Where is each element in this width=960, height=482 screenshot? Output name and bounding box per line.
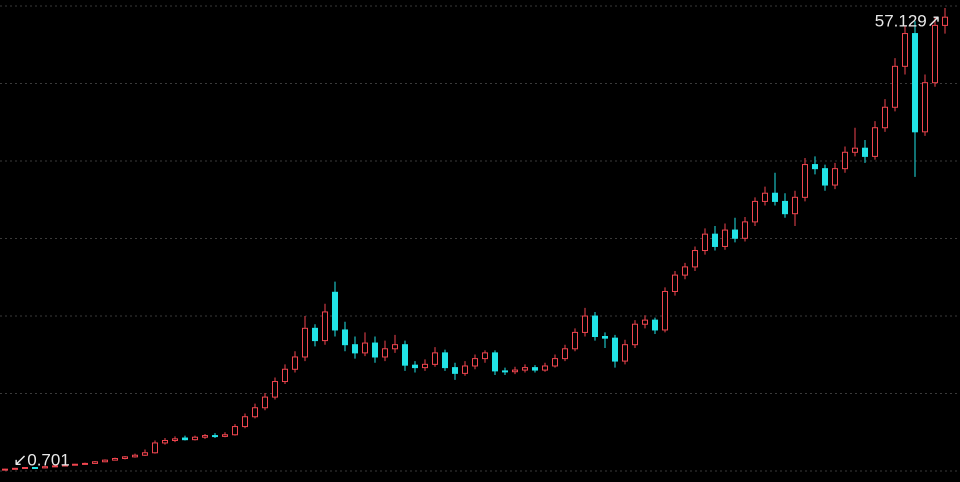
candle-body xyxy=(192,436,198,441)
candle-body xyxy=(52,465,58,468)
candle-body xyxy=(642,319,648,325)
candle-body xyxy=(892,65,898,108)
candle-body xyxy=(432,352,438,365)
candle-body xyxy=(742,221,748,239)
candle-body xyxy=(632,323,638,346)
candle-body xyxy=(422,363,428,369)
candle-body xyxy=(872,127,878,157)
candle-body xyxy=(342,329,348,346)
candle-body xyxy=(942,16,948,26)
candle-body xyxy=(792,196,798,215)
candle-body xyxy=(152,442,158,454)
candle-body xyxy=(182,437,188,441)
candle-body xyxy=(852,147,858,153)
candle-body xyxy=(762,192,768,202)
candle-body xyxy=(612,337,618,362)
candle-body xyxy=(822,168,828,186)
candle-body xyxy=(212,435,218,438)
candle-body xyxy=(772,192,778,202)
candle-body xyxy=(352,344,358,354)
candle-body xyxy=(92,461,98,464)
candle-body xyxy=(652,319,658,331)
candle-body xyxy=(32,467,38,470)
candle-body xyxy=(532,367,538,371)
candle-body xyxy=(782,200,788,215)
candle-body xyxy=(922,82,928,133)
candle-body xyxy=(462,365,468,374)
candle-body xyxy=(112,458,118,461)
candle-body xyxy=(882,106,888,129)
candle-body xyxy=(382,348,388,358)
candle-body xyxy=(102,459,108,463)
candle-body xyxy=(332,291,338,331)
candle-body xyxy=(442,352,448,369)
candle-body xyxy=(42,466,48,469)
candle-body xyxy=(262,396,268,409)
candle-body xyxy=(802,164,808,198)
candle-body xyxy=(222,434,228,437)
candle-body xyxy=(402,344,408,366)
candle-body xyxy=(472,358,478,367)
candle-body xyxy=(82,462,88,465)
candle-body xyxy=(572,331,578,350)
high-label: 57.129↗ xyxy=(875,11,941,30)
candle-body xyxy=(722,229,728,247)
candle-body xyxy=(902,33,908,67)
candle-body xyxy=(412,364,418,369)
candle-body xyxy=(232,426,238,436)
candle-body xyxy=(482,352,488,360)
candle-body xyxy=(292,356,298,370)
candle-body xyxy=(692,250,698,268)
candle-body xyxy=(752,200,758,223)
candle-body xyxy=(162,439,168,444)
candle-body xyxy=(682,266,688,276)
candle-body xyxy=(862,147,868,157)
candle-body xyxy=(62,464,68,467)
candle-body xyxy=(622,344,628,362)
candle-body xyxy=(512,369,518,373)
candle-body xyxy=(492,352,498,372)
candle-body xyxy=(732,229,738,239)
candle-body xyxy=(142,452,148,456)
candle-body xyxy=(502,370,508,373)
candle-body xyxy=(132,454,138,458)
candle-body xyxy=(172,438,178,441)
candle-body xyxy=(272,381,278,398)
candle-body xyxy=(322,311,328,342)
candle-body xyxy=(552,358,558,367)
candle-body xyxy=(392,344,398,350)
candle-body xyxy=(72,463,78,466)
candle-body xyxy=(562,348,568,360)
candle-body xyxy=(832,168,838,186)
candle-body xyxy=(812,164,818,170)
low-label: ↙0.701 xyxy=(13,450,70,469)
candle-body xyxy=(2,468,8,471)
candle-body xyxy=(522,367,528,371)
candle-body xyxy=(662,290,668,331)
candle-body xyxy=(122,456,128,460)
candle-body xyxy=(452,367,458,374)
candle-body xyxy=(252,407,258,418)
candle-body xyxy=(242,416,248,428)
candle-body xyxy=(282,368,288,383)
candle-body xyxy=(592,315,598,338)
candle-body xyxy=(602,336,608,339)
candle-body xyxy=(672,274,678,292)
candle-body xyxy=(202,435,208,438)
candle-body xyxy=(22,467,28,470)
candle-body xyxy=(312,327,318,342)
candle-body xyxy=(932,24,938,84)
candle-body xyxy=(582,315,588,333)
candle-body xyxy=(842,151,848,170)
candle-body xyxy=(372,342,378,358)
candle-body xyxy=(302,327,308,358)
candle-body xyxy=(702,233,708,252)
candle-body xyxy=(712,233,718,247)
candle-body xyxy=(12,467,18,470)
candle-body xyxy=(542,365,548,371)
candle-body xyxy=(912,33,918,133)
candle-body xyxy=(362,342,368,354)
